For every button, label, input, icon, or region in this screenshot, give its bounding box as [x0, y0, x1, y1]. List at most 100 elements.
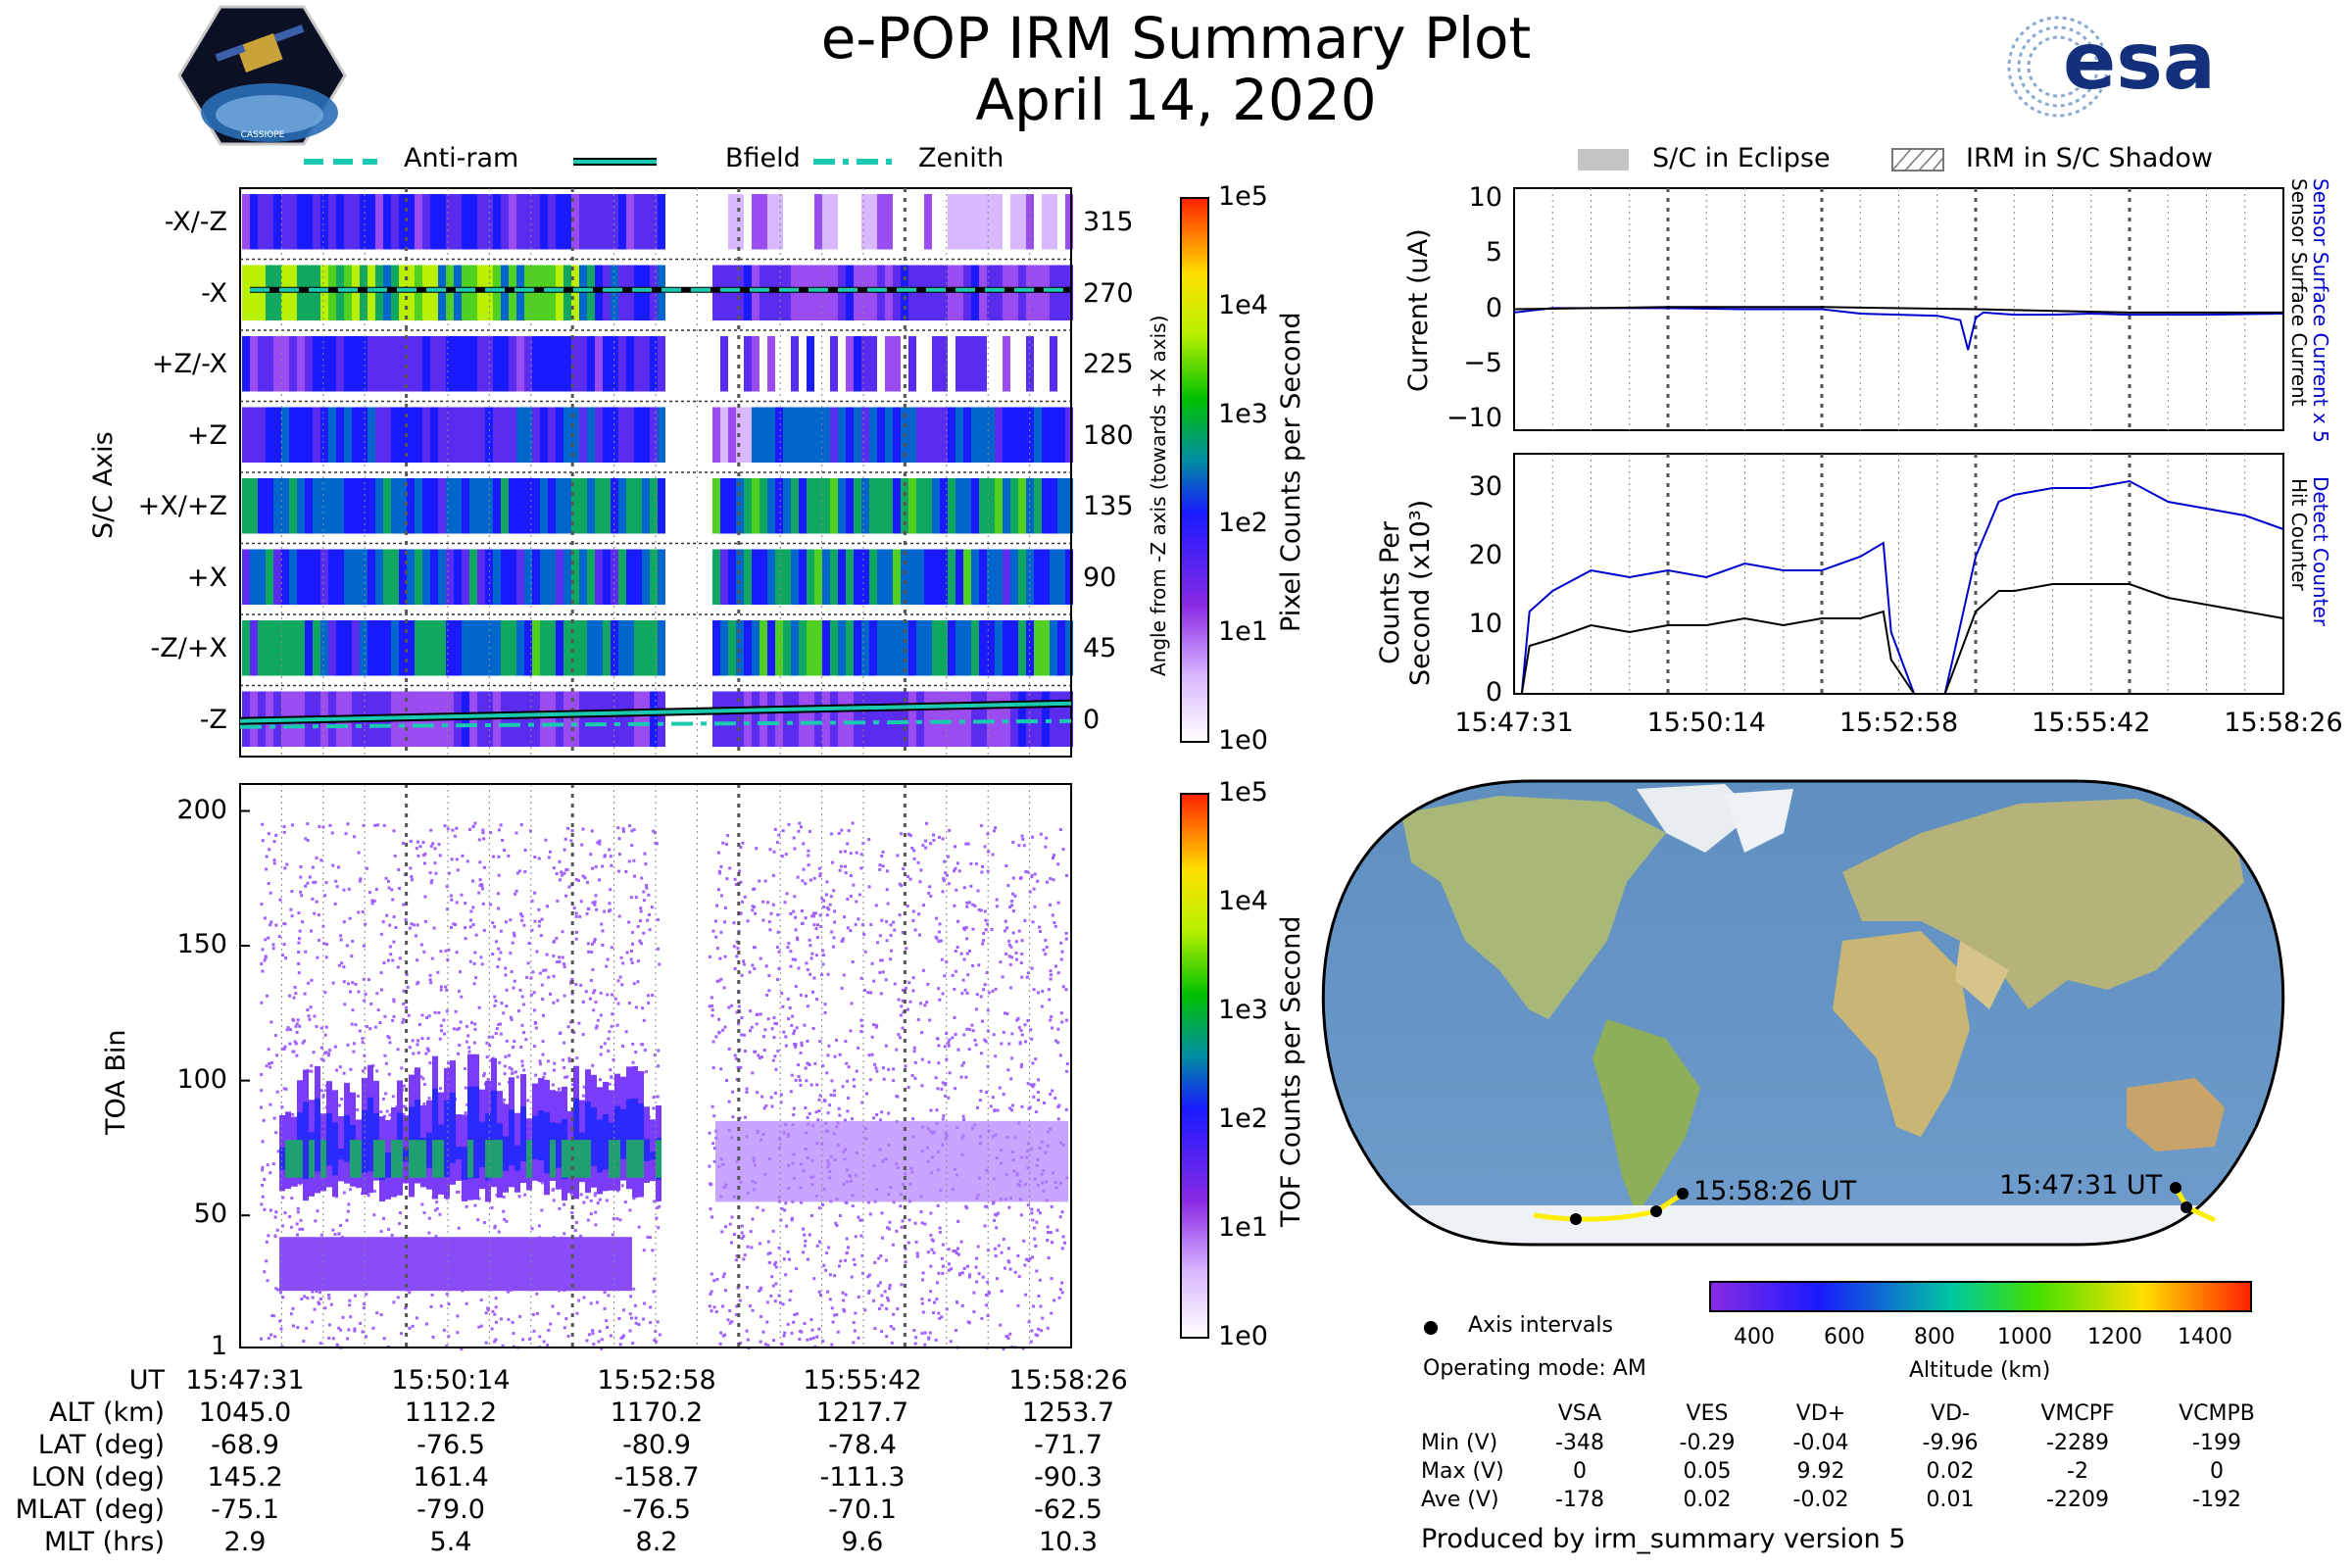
tof-speck	[1036, 879, 1040, 883]
tof-speck	[880, 1294, 884, 1298]
tof-speck	[811, 1027, 815, 1030]
tof-speck	[879, 1254, 883, 1257]
legend-zenith-label: Zenith	[918, 143, 1004, 173]
tof-speck	[767, 974, 771, 977]
tof-speck	[658, 1204, 662, 1208]
tof-speck	[1013, 894, 1017, 898]
tof-speck	[503, 1072, 507, 1076]
tof-band-cell	[585, 1102, 591, 1172]
pixel-cell	[893, 407, 901, 463]
tof-speck	[502, 1209, 506, 1213]
tof-speck	[410, 875, 414, 878]
tof-speck	[514, 892, 517, 896]
tof-speck	[482, 837, 486, 841]
tof-speck	[388, 923, 392, 927]
pixel-cell	[1042, 407, 1050, 463]
tof-speck	[261, 839, 265, 843]
tof-speck	[773, 1299, 777, 1303]
pixel-cell	[564, 336, 571, 392]
tof-speck	[587, 1333, 591, 1337]
tof-speck	[1000, 1042, 1004, 1046]
tof-speck	[786, 1322, 790, 1326]
tof-speck	[599, 1013, 603, 1017]
pixel-cell	[336, 336, 344, 392]
tof-speck	[459, 1020, 463, 1024]
pixel-cell	[1050, 194, 1057, 250]
counts-right-black-label: Hit Counter	[2287, 478, 2311, 591]
pixel-cell	[1003, 549, 1010, 605]
tof-speck	[340, 1098, 344, 1101]
tof-speck	[892, 1312, 896, 1316]
tof-speck	[288, 994, 291, 998]
tof-speck	[577, 1021, 581, 1025]
pixel-cell	[571, 549, 579, 605]
tof-band-cell	[291, 1140, 297, 1178]
tof-speck	[482, 1074, 486, 1078]
tof-speck	[605, 964, 609, 968]
tof-speck	[953, 987, 956, 991]
tof-band-cell	[968, 1120, 974, 1202]
pixel-cell	[893, 620, 901, 676]
pixel-cell	[501, 407, 509, 463]
tof-speck	[833, 1054, 837, 1058]
tof-speck	[758, 1242, 761, 1246]
tof-speck	[511, 1071, 514, 1075]
pixel-cell	[603, 549, 611, 605]
tof-speck	[552, 1199, 556, 1202]
tof-speck	[825, 880, 829, 884]
tof-speck	[878, 934, 882, 938]
tof-speck	[606, 993, 610, 997]
tof-speck	[631, 1342, 635, 1346]
tof-speck	[917, 912, 921, 916]
pixel-cell	[995, 691, 1003, 747]
tof-speck	[785, 1224, 789, 1228]
tof-speck	[264, 956, 268, 960]
pixel-cell	[493, 478, 501, 534]
tof-band-cell	[320, 1237, 326, 1292]
tof-speck	[509, 952, 513, 956]
tof-speck	[715, 904, 718, 907]
tof-speck	[416, 982, 419, 986]
tof-speck	[938, 835, 941, 839]
tof-speck	[423, 861, 426, 865]
tof-speck	[921, 844, 925, 848]
pixel-cell	[932, 691, 940, 747]
tof-speck	[920, 1332, 924, 1336]
tof-speck	[283, 1045, 287, 1049]
tof-speck	[436, 970, 440, 974]
tof-speck	[588, 997, 592, 1001]
tof-speck	[761, 900, 765, 904]
tof-speck	[847, 829, 851, 833]
tof-speck	[471, 906, 475, 909]
tof-speck	[421, 841, 425, 845]
tof-speck	[591, 866, 595, 870]
tof-speck	[850, 1275, 854, 1279]
tof-speck	[397, 868, 401, 871]
tof-speck	[260, 1073, 264, 1076]
tof-band-cell	[792, 1120, 798, 1202]
pixel-cell	[1034, 620, 1042, 676]
tof-speck	[292, 996, 296, 1000]
tof-speck	[965, 901, 969, 905]
tof-speck	[743, 1253, 747, 1257]
tof-speck	[276, 1150, 280, 1153]
pixel-cell	[916, 691, 924, 747]
tof-speck	[955, 1329, 957, 1332]
tof-speck	[892, 1200, 896, 1204]
voltage-table-header: VSA	[1557, 1401, 1602, 1426]
tof-speck	[358, 879, 362, 883]
pixel-cell	[532, 194, 540, 250]
tof-speck	[911, 1117, 915, 1121]
tof-speck	[1010, 904, 1014, 907]
tof-speck	[416, 1051, 420, 1054]
tof-band-cell	[933, 1120, 939, 1202]
pixel-colorbar-label: Pixel Counts per Second	[1276, 312, 1306, 632]
tof-speck	[333, 902, 337, 906]
tof-speck	[411, 1039, 415, 1043]
pixel-cell	[814, 407, 822, 463]
tof-speck	[797, 1075, 801, 1078]
tof-speck	[962, 957, 966, 961]
tof-speck	[359, 877, 363, 881]
pixel-cell	[861, 194, 869, 250]
pixel-cell	[360, 478, 368, 534]
